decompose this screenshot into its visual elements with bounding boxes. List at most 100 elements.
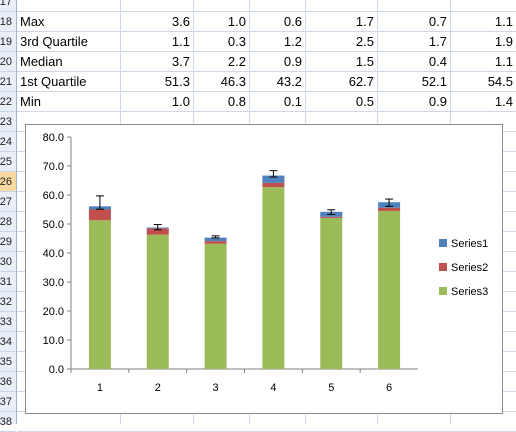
y-tick-label: 60.0	[43, 190, 64, 202]
x-tick-label: 3	[213, 382, 219, 394]
row-gridline	[17, 11, 516, 12]
value-cell[interactable]: 1.7	[355, 14, 374, 29]
row-number: 34	[0, 336, 12, 348]
row-header-31[interactable]: 31	[0, 272, 16, 292]
row-header-38[interactable]: 38	[0, 412, 16, 432]
bar-segment-series3	[146, 234, 169, 369]
value-cell[interactable]: 2.2	[227, 54, 246, 69]
row-header-29[interactable]: 29	[0, 232, 16, 252]
x-tick-label: 1	[97, 382, 103, 394]
row-number: 37	[0, 396, 12, 408]
row-header-column: 17 18 19 20 21 22 23 24 25 26 27 28 29 30 31 32 33 34 35 36…	[0, 0, 17, 432]
legend-swatch-series1	[439, 239, 447, 247]
value-cell[interactable]: 0.8	[227, 94, 246, 109]
row-number: 25	[0, 156, 12, 168]
value-cell[interactable]: 0.7	[428, 14, 447, 29]
stat-label-cell[interactable]: 1st Quartile	[20, 74, 87, 89]
bar-segment-series1	[262, 175, 285, 183]
value-cell[interactable]: 3.6	[171, 14, 190, 29]
x-tick-label: 5	[328, 382, 334, 394]
row-header-18[interactable]: 18	[0, 12, 16, 32]
value-cell[interactable]: 1.1	[494, 14, 513, 29]
row-header-19[interactable]: 19	[0, 32, 16, 52]
value-cell[interactable]: 52.1	[421, 74, 447, 89]
row-header-34[interactable]: 34	[0, 332, 16, 352]
value-cell[interactable]: 0.6	[283, 14, 302, 29]
row-header-23[interactable]: 23	[0, 112, 16, 132]
row-number: 18	[0, 16, 12, 28]
y-tick-label: 50.0	[43, 219, 64, 231]
bar-segment-series3	[378, 210, 401, 369]
y-tick-label: 70.0	[43, 161, 64, 173]
y-tick-label: 40.0	[43, 248, 64, 260]
row-header-17[interactable]: 17	[0, 0, 16, 12]
row-header-25[interactable]: 25	[0, 152, 16, 172]
row-header-32[interactable]: 32	[0, 292, 16, 312]
stat-label-cell[interactable]: Min	[20, 94, 41, 109]
stat-label-cell[interactable]: Max	[20, 14, 45, 29]
row-gridline	[17, 31, 516, 32]
bar-segment-series2	[262, 182, 285, 188]
value-cell[interactable]: 2.5	[355, 34, 374, 49]
value-cell[interactable]: 1.1	[171, 34, 190, 49]
row-number: 38	[0, 416, 12, 428]
value-cell[interactable]: 0.3	[227, 34, 246, 49]
row-number: 35	[0, 356, 12, 368]
value-cell[interactable]: 0.5	[355, 94, 374, 109]
value-cell[interactable]: 54.5	[487, 74, 513, 89]
row-number: 20	[0, 56, 12, 68]
row-number: 17	[0, 0, 12, 8]
row-header-33[interactable]: 33	[0, 312, 16, 332]
row-header-22[interactable]: 22	[0, 92, 16, 112]
row-number: 27	[0, 196, 12, 208]
value-cell[interactable]: 3.7	[171, 54, 190, 69]
value-cell[interactable]: 0.9	[428, 94, 447, 109]
bar-segment-series2	[146, 228, 169, 235]
value-cell[interactable]: 43.2	[276, 74, 302, 89]
stat-label-cell[interactable]: 3rd Quartile	[20, 34, 88, 49]
row-header-20[interactable]: 20	[0, 52, 16, 72]
row-number: 19	[0, 36, 12, 48]
row-header-30[interactable]: 30	[0, 252, 16, 272]
legend-label-series3: Series3	[451, 286, 488, 298]
value-cell[interactable]: 1.0	[171, 94, 190, 109]
row-header-27[interactable]: 27	[0, 192, 16, 212]
value-cell[interactable]: 1.5	[355, 54, 374, 69]
value-cell[interactable]: 51.3	[164, 74, 190, 89]
row-header-37[interactable]: 37	[0, 392, 16, 412]
row-number: 24	[0, 136, 12, 148]
y-tick-label: 80.0	[43, 132, 64, 144]
stat-label-cell[interactable]: Median	[20, 54, 63, 69]
value-cell[interactable]: 1.2	[283, 34, 302, 49]
value-cell[interactable]: 1.7	[428, 34, 447, 49]
value-cell[interactable]: 1.4	[494, 94, 513, 109]
value-cell[interactable]: 46.3	[220, 74, 246, 89]
row-header-24[interactable]: 24	[0, 132, 16, 152]
row-header-28[interactable]: 28	[0, 212, 16, 232]
value-cell[interactable]: 1.1	[494, 54, 513, 69]
y-tick-label: 30.0	[43, 277, 64, 289]
row-header-36[interactable]: 36	[0, 372, 16, 392]
row-gridline	[17, 111, 516, 112]
value-cell[interactable]: 0.1	[283, 94, 302, 109]
value-cell[interactable]: 62.7	[348, 74, 374, 89]
row-number: 32	[0, 296, 12, 308]
row-number: 21	[0, 76, 12, 88]
row-header-21[interactable]: 21	[0, 72, 16, 92]
row-number: 22	[0, 96, 12, 108]
value-cell[interactable]: 1.0	[227, 14, 246, 29]
bar-segment-series2	[378, 207, 401, 211]
value-cell[interactable]: 0.4	[428, 54, 447, 69]
y-tick-label: 0.0	[49, 364, 64, 376]
row-header-26[interactable]: 26	[0, 172, 16, 192]
chart-area[interactable]: 0.0 10.0 20.0 30.0 40.0 50.0 60.0 70.0 80.0 1 2 3 4 5…	[25, 124, 503, 414]
value-cell[interactable]: 1.9	[494, 34, 513, 49]
bar-segment-series3	[262, 187, 285, 369]
x-tick-label: 4	[270, 382, 276, 394]
row-gridline	[17, 91, 516, 92]
row-number: 30	[0, 256, 12, 268]
row-header-35[interactable]: 35	[0, 352, 16, 372]
value-cell[interactable]: 0.9	[283, 54, 302, 69]
row-number: 31	[0, 276, 12, 288]
row-gridline	[17, 71, 516, 72]
